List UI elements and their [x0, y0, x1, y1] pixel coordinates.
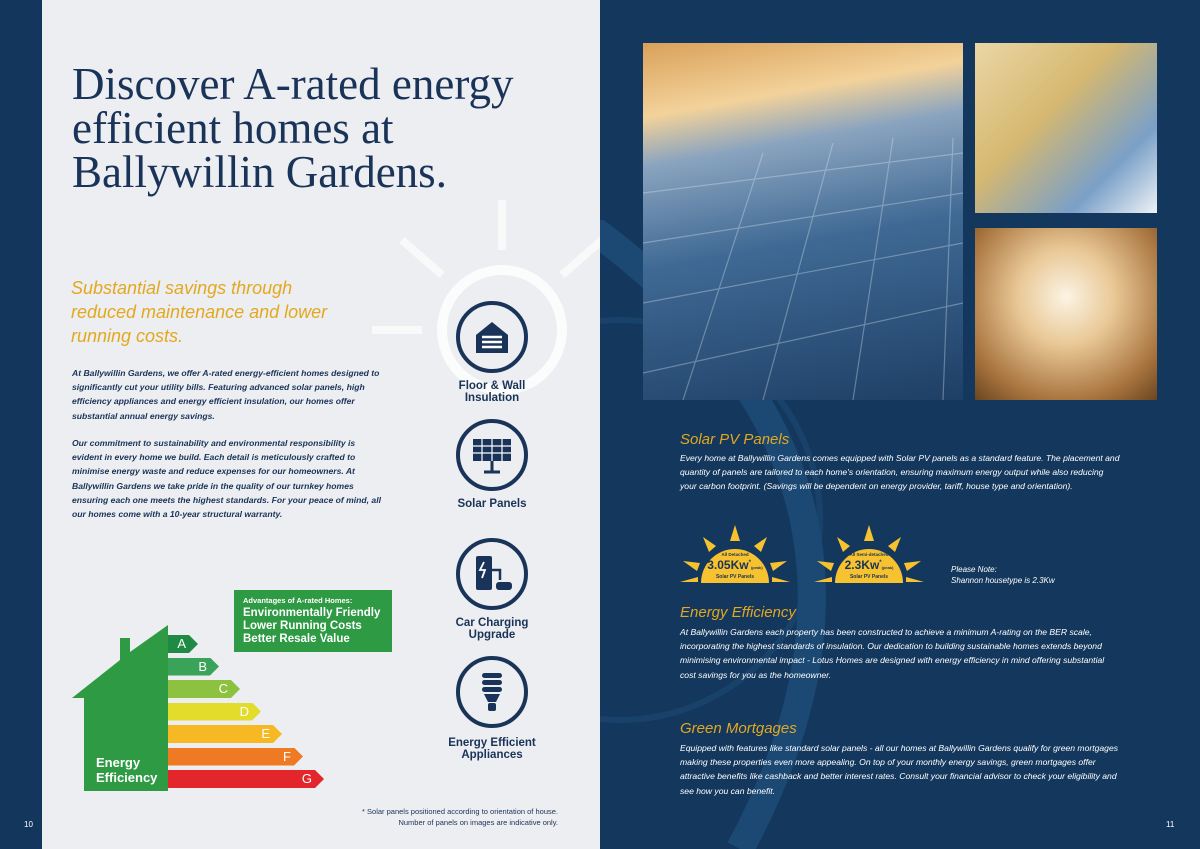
badge-unit: (peak)	[750, 565, 763, 570]
commitment-paragraph: Our commitment to sustainability and env…	[72, 438, 381, 520]
house-insulation-icon	[456, 301, 528, 373]
advantages-box: Advantages of A-rated Homes: Environment…	[234, 590, 392, 652]
badge-value: 2.3Kw	[844, 558, 880, 572]
badge-bottom: Solar PV Panels	[849, 574, 889, 580]
badge-sup: *	[748, 560, 751, 566]
page-number: 10	[24, 820, 33, 829]
footnote-line: Number of panels on images are indicativ…	[398, 818, 558, 827]
note-line: Please Note:	[951, 565, 997, 574]
rating-bar-b: B	[168, 658, 219, 676]
subtitle: Substantial savings through reduced main…	[71, 278, 328, 346]
feature-label: Floor & Wall Insulation	[458, 380, 526, 404]
footnote: * Solar panels positioned according to o…	[362, 806, 558, 828]
light-bulb-icon	[456, 656, 528, 728]
section-heading: Green Mortgages	[680, 720, 797, 737]
rating-bar-f: F	[168, 748, 303, 766]
insulation-worker-photo	[975, 43, 1157, 213]
section-heading: Energy Efficiency	[680, 604, 796, 621]
sun-rays-icon	[680, 525, 790, 583]
ev-charger-icon	[456, 538, 528, 610]
section-heading: Solar PV Panels	[680, 431, 790, 448]
energy-efficiency-label: Energy Efficiency	[96, 755, 158, 785]
badge-value: 3.05Kw	[707, 558, 749, 572]
solar-panel-icon	[456, 419, 528, 491]
feature-label: Energy Efficient Appliances	[448, 737, 536, 761]
right-page: Solar PV Panels Every home at Ballywilli…	[600, 0, 1200, 849]
house-shape	[72, 625, 168, 791]
advantage-item: Lower Running Costs	[243, 620, 362, 632]
badge-top: All Semi-detached	[849, 552, 889, 557]
badge-sup: *	[879, 560, 882, 566]
section-text: At Ballywillin Gardens each property has…	[680, 627, 1105, 680]
page-title: Discover A-rated energy efficient homes …	[72, 59, 514, 197]
roof-timber-photo	[975, 228, 1157, 400]
badge-unit: (peak)	[881, 565, 894, 570]
please-note: Please Note: Shannon housetype is 2.3Kw	[951, 564, 1055, 586]
sun-rays-icon	[814, 525, 924, 583]
rating-bar-g: G	[168, 770, 324, 788]
solar-panels-photo	[643, 43, 963, 400]
feature-label: Solar Panels	[457, 498, 527, 510]
intro-paragraph: At Ballywillin Gardens, we offer A-rated…	[72, 368, 380, 421]
rating-bar-d: D	[168, 703, 261, 721]
advantage-item: Better Resale Value	[243, 633, 350, 645]
rating-bar-a: A	[168, 635, 198, 653]
footnote-line: * Solar panels positioned according to o…	[362, 807, 558, 816]
sun-watermark-icon	[372, 200, 600, 395]
section-text: Every home at Ballywillin Gardens comes …	[680, 453, 1120, 492]
rating-bar-e: E	[168, 725, 282, 743]
badge-top: All Detached	[721, 552, 749, 557]
advantage-item: Environmentally Friendly	[243, 607, 381, 619]
page-number: 11	[1166, 820, 1175, 829]
section-text: Equipped with features like standard sol…	[680, 743, 1119, 796]
note-line: Shannon housetype is 2.3Kw	[951, 576, 1055, 585]
left-page: Discover A-rated energy efficient homes …	[42, 0, 600, 849]
advantages-heading: Advantages of A-rated Homes:	[243, 596, 353, 605]
badge-bottom: Solar PV Panels	[715, 574, 755, 580]
rating-bar-c: C	[168, 680, 240, 698]
feature-label: Car Charging Upgrade	[455, 617, 529, 641]
